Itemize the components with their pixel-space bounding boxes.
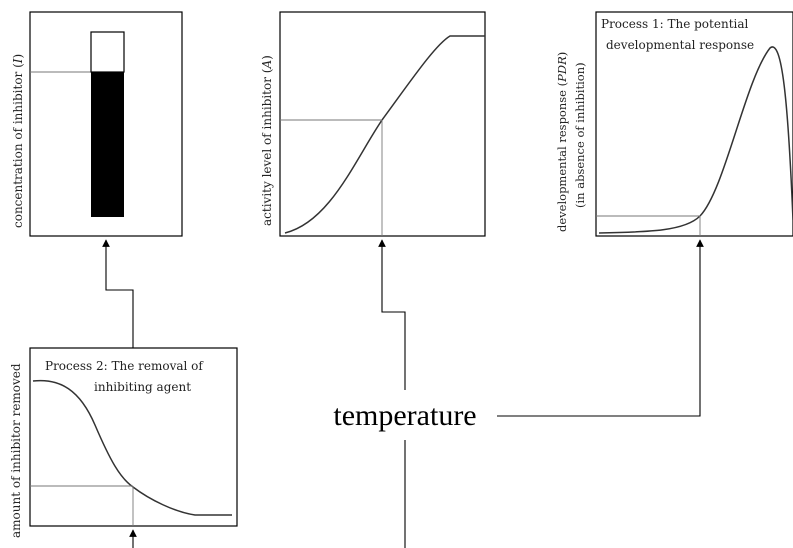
concentration-bar-filled (91, 72, 124, 217)
concentration-bar-empty (90, 31, 125, 73)
response-title-line1: Process 1: The potential (601, 17, 749, 31)
temperature-to-activity-arrow (378, 239, 406, 390)
activity-frame (279, 11, 486, 237)
response-curve (598, 46, 793, 234)
response-ylabel-line1: developmental response (PDR) (555, 52, 569, 232)
response-panel: Process 1: The potential developmental r… (555, 11, 793, 237)
response-ylabel-line2: (in absence of inhibition) (573, 62, 587, 208)
removal-frame (29, 347, 238, 527)
removal-title-line2: inhibiting agent (94, 380, 191, 394)
response-frame (595, 11, 793, 237)
activity-ylabel: activity level of inhibitor (A) (260, 55, 274, 226)
concentration-panel: concentration of inhibitor (I) (11, 11, 183, 237)
response-title-line2: developmental response (606, 38, 754, 52)
removal-curve (32, 379, 232, 516)
activity-curve (284, 35, 485, 234)
temperature-to-response-arrow (497, 239, 704, 417)
activity-panel: activity level of inhibitor (A) (260, 11, 486, 237)
removal-to-concentration-arrow (102, 239, 134, 348)
concentration-ylabel: concentration of inhibitor (I) (11, 54, 25, 228)
removal-title-line1: Process 2: The removal of (45, 359, 204, 373)
temperature-label: temperature (333, 399, 476, 432)
connectors (102, 239, 704, 548)
removal-panel: Process 2: The removal of inhibiting age… (9, 347, 238, 538)
removal-ylabel: amount of inhibitor removed (9, 363, 23, 538)
concentration-frame (29, 11, 183, 237)
